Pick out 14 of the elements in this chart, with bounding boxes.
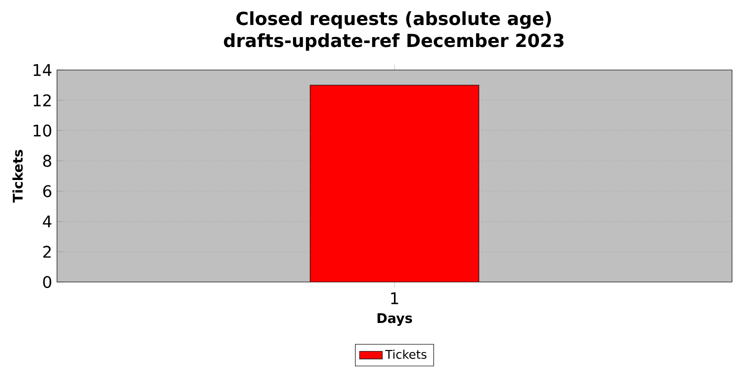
y-tick-label: 0 <box>43 276 52 288</box>
y-tick-label: 4 <box>42 216 52 228</box>
y-tick-label: 10 <box>34 124 52 137</box>
x-tick-label: 1 <box>391 292 398 304</box>
y-tick-label: 6 <box>43 185 52 198</box>
y-tick-label: 8 <box>43 154 52 167</box>
y-axis-title: Tickets <box>12 150 23 203</box>
y-tick-label: 2 <box>43 246 51 258</box>
x-axis-title: Days <box>378 313 412 326</box>
y-tick-label: 12 <box>34 94 51 106</box>
legend-label: Tickets <box>385 350 426 359</box>
chart-title: Closed requests (absolute age) <box>236 11 551 29</box>
chart-subtitle: drafts-update-ref December 2023 <box>224 33 564 51</box>
y-tick-label: 14 <box>34 64 52 76</box>
